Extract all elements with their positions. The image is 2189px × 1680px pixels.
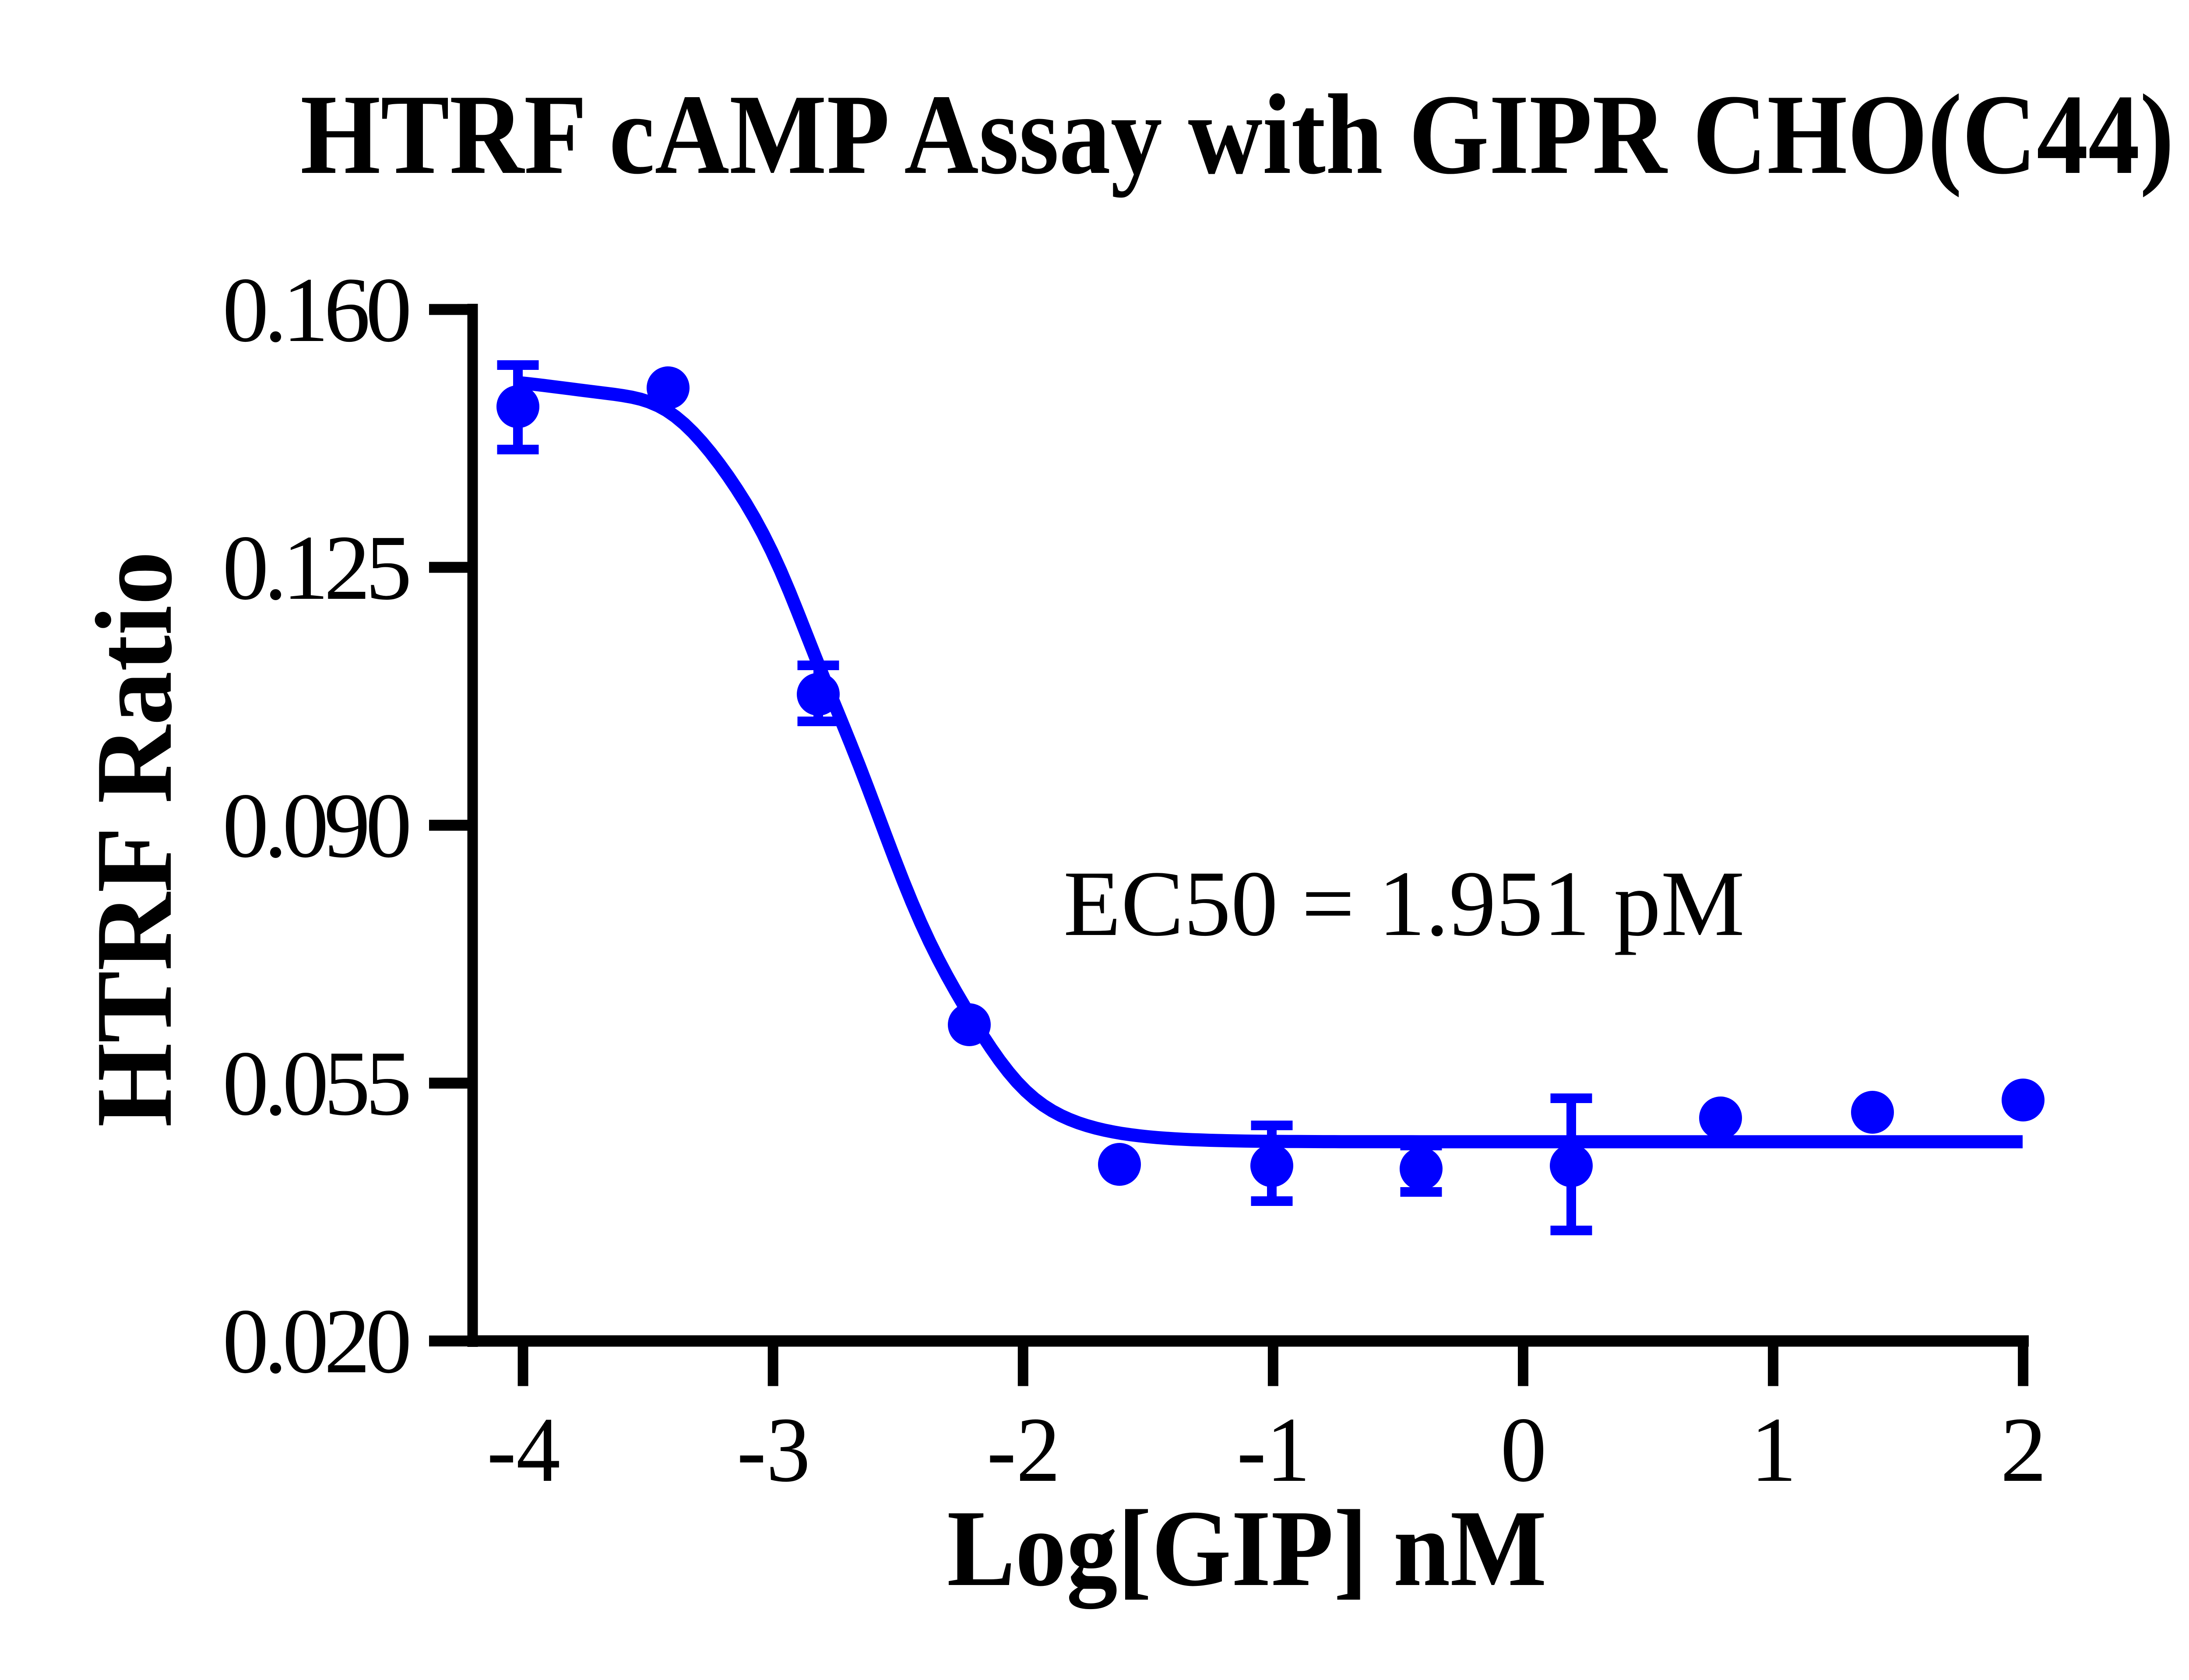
svg-text:Log[GIP] nM: Log[GIP] nM (947, 1488, 1547, 1609)
svg-text:0: 0 (1500, 1398, 1547, 1501)
svg-text:0.125: 0.125 (222, 516, 412, 619)
svg-text:2: 2 (2000, 1398, 2047, 1501)
svg-text:HTRF Ratio: HTRF Ratio (74, 551, 195, 1127)
svg-text:0.020: 0.020 (222, 1290, 412, 1392)
svg-text:1: 1 (1750, 1398, 1797, 1501)
svg-text:0.160: 0.160 (222, 258, 412, 361)
svg-text:-2: -2 (987, 1398, 1060, 1501)
svg-text:-4: -4 (487, 1398, 560, 1501)
svg-text:0.055: 0.055 (222, 1032, 412, 1135)
svg-text:HTRF cAMP Assay with GIPR CHO(: HTRF cAMP Assay with GIPR CHO(C44) (300, 71, 2174, 198)
svg-text:-3: -3 (737, 1398, 810, 1501)
svg-text:-1: -1 (1237, 1398, 1310, 1501)
svg-text:0.090: 0.090 (222, 774, 412, 877)
svg-text:EC50 = 1.951 pM: EC50 = 1.951 pM (1063, 852, 1745, 956)
